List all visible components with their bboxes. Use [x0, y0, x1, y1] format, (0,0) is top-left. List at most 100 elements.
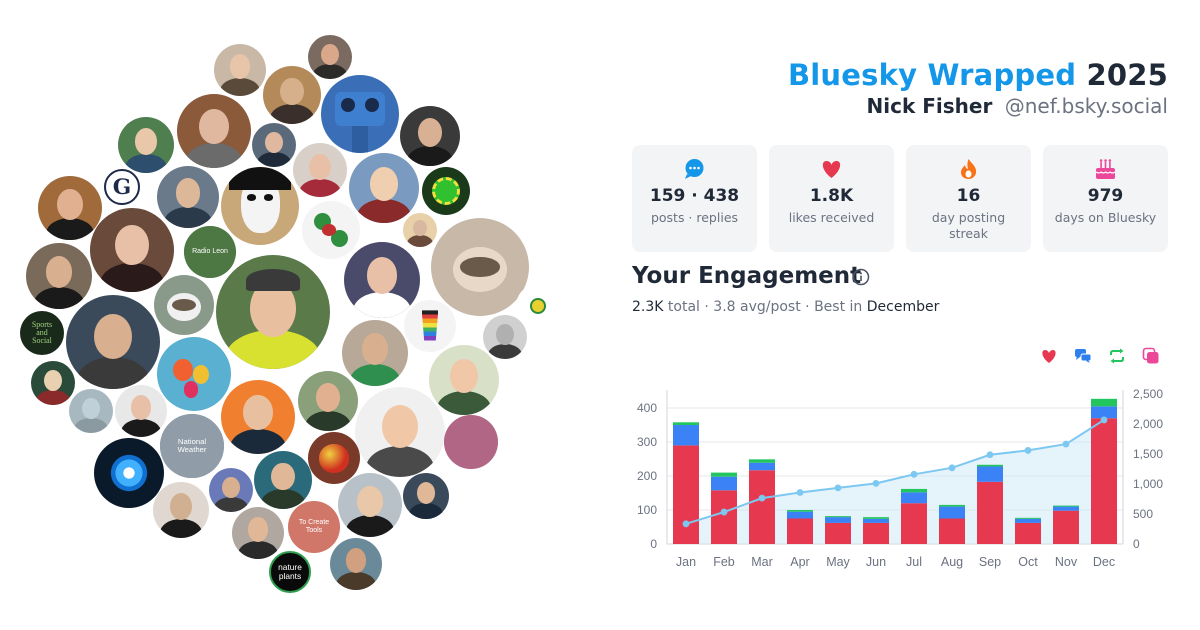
cumulative-point — [1062, 440, 1070, 448]
avatar: Sports and Social — [20, 311, 64, 355]
cumulative-point — [910, 470, 918, 478]
bar-replies — [749, 462, 775, 471]
reply-icon[interactable] — [1074, 347, 1092, 365]
avatar — [429, 345, 499, 415]
avatar: G — [104, 169, 140, 205]
user-line: Nick Fisher @nef.bsky.social — [867, 94, 1168, 118]
avatar — [483, 315, 527, 359]
cumulative-point — [796, 489, 804, 496]
avatar — [214, 44, 266, 96]
bar-replies — [1015, 518, 1041, 523]
avatar — [69, 389, 113, 433]
stat-value: 979 — [1087, 186, 1124, 206]
bar-replies — [939, 506, 965, 519]
chart-legend — [1040, 347, 1170, 367]
bar-replies — [1091, 406, 1117, 419]
avatar — [308, 432, 360, 484]
user-handle: @nef.bsky.social — [1004, 94, 1168, 118]
avatar — [209, 468, 253, 512]
bar-replies — [787, 511, 813, 519]
bar-likes — [711, 490, 737, 544]
stat-label: days on Bluesky — [1054, 210, 1157, 225]
x-tick-label: Jan — [676, 555, 696, 569]
bar-likes — [673, 445, 699, 544]
cumulative-point — [948, 464, 956, 472]
x-tick-label: Apr — [790, 555, 809, 569]
avatar — [302, 201, 360, 259]
cumulative-line — [685, 419, 1105, 525]
bar-reposts — [711, 472, 737, 477]
cumulative-point — [720, 508, 728, 516]
avatar — [252, 123, 296, 167]
avatar — [422, 167, 470, 215]
bar-likes — [1015, 522, 1041, 544]
cumulative-point — [1024, 447, 1032, 454]
y-tick-label-right: 1,000 — [1133, 477, 1163, 491]
y-tick-label-left: 400 — [637, 401, 657, 415]
stat-value: 1.8K — [809, 186, 854, 206]
cumulative-point — [1100, 416, 1108, 424]
engagement-total-label: total — [667, 299, 700, 315]
y-tick-label-right: 1,500 — [1133, 447, 1163, 461]
x-tick-label: Sep — [979, 555, 1001, 569]
avatar — [31, 361, 75, 405]
bar-reposts — [863, 517, 889, 519]
avatar — [338, 473, 402, 537]
quote-icon[interactable] — [1142, 347, 1160, 365]
avatar — [444, 415, 498, 469]
avatar-cloud: G Radio Leon Sports and Social National Weath… — [20, 35, 560, 593]
bar-replies — [901, 492, 927, 504]
x-tick-label: Aug — [941, 555, 963, 569]
bar-replies — [863, 518, 889, 523]
bar-likes — [863, 522, 889, 544]
bar-replies — [673, 425, 699, 446]
avatar — [263, 66, 321, 124]
avatar — [342, 320, 408, 386]
heart-icon[interactable] — [1040, 347, 1058, 365]
bar-replies — [711, 476, 737, 491]
cake-icon — [1095, 159, 1116, 179]
avatar — [90, 208, 174, 292]
cumulative-point — [758, 494, 766, 502]
avatar — [153, 482, 209, 538]
x-tick-label: Mar — [751, 555, 773, 569]
chat-bubble-icon — [685, 159, 704, 179]
avatar — [403, 473, 449, 519]
y-tick-label-right: 0 — [1133, 537, 1140, 551]
avatar — [293, 143, 347, 197]
avatar — [177, 94, 251, 168]
info-icon[interactable] — [852, 268, 870, 286]
stat-value: 159 · 438 — [649, 186, 740, 206]
bar-likes — [825, 522, 851, 544]
bar-likes — [901, 503, 927, 544]
engagement-title: Your Engagement — [632, 263, 862, 289]
x-tick-label: Nov — [1055, 555, 1078, 569]
avatar — [321, 75, 399, 153]
avatar — [118, 117, 174, 173]
bar-reposts — [825, 516, 851, 518]
avatar — [26, 243, 92, 309]
avatar — [516, 284, 560, 328]
x-tick-label: Oct — [1018, 555, 1038, 569]
x-tick-label: May — [826, 555, 850, 569]
avatar — [232, 507, 284, 559]
cumulative-point — [834, 484, 842, 492]
repost-icon[interactable] — [1108, 347, 1126, 365]
bar-reposts — [749, 459, 775, 463]
stat-card-likes: 1.8K likes received — [769, 145, 894, 252]
logo-text: To Create Tools — [298, 519, 330, 534]
avatar — [355, 387, 445, 477]
avatar — [349, 153, 419, 223]
stat-label: likes received — [788, 210, 875, 225]
avatar — [66, 295, 160, 389]
bar-reposts — [901, 488, 927, 493]
stat-card-days: 979 days on Bluesky — [1043, 145, 1168, 252]
avatar — [308, 35, 352, 79]
logo-text: National Weather — [177, 436, 207, 454]
bar-likes — [1053, 510, 1079, 544]
avatar: Radio Leon — [184, 226, 236, 278]
avatar — [157, 337, 231, 411]
engagement-best-month: December — [866, 299, 940, 315]
stat-value: 16 — [956, 186, 981, 206]
bar-replies — [825, 517, 851, 523]
